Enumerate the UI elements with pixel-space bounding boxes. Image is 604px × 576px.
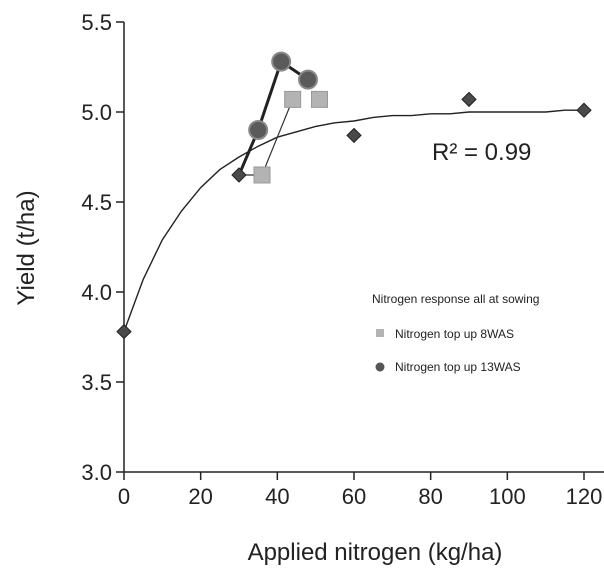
y-axis-title: Yield (t/ha) <box>13 190 40 305</box>
legend-label-8was: Nitrogen top up 8WAS <box>395 327 514 341</box>
point-8was <box>311 90 328 108</box>
x-ticks: 0 20 40 60 80 100 120 <box>118 472 602 509</box>
connector-13was <box>237 59 309 176</box>
y-tick-label: 5.5 <box>81 10 112 35</box>
x-tick-label: 40 <box>265 484 289 509</box>
point-at-sowing <box>576 102 592 118</box>
fit-curve-group <box>123 109 584 332</box>
legend-marker-13was <box>375 362 385 372</box>
legend-title: Nitrogen response all at sowing <box>372 292 539 306</box>
legend: Nitrogen response all at sowing Nitrogen… <box>372 292 539 374</box>
x-tick-label: 80 <box>418 484 442 509</box>
point-8was <box>284 90 302 108</box>
x-tick-label: 0 <box>118 484 130 509</box>
y-ticks: 3.0 3.5 4.0 4.5 5.0 5.5 <box>81 10 124 485</box>
legend-marker-8was <box>376 329 384 337</box>
x-tick-label: 60 <box>342 484 366 509</box>
point-13was <box>248 120 269 140</box>
point-at-sowing <box>461 91 477 108</box>
data-points <box>116 51 592 340</box>
x-tick-label: 20 <box>188 484 212 509</box>
x-tick-label: 100 <box>489 484 526 509</box>
y-tick-label: 3.5 <box>81 370 112 395</box>
axes <box>123 22 604 473</box>
point-13was <box>298 69 318 90</box>
y-tick-label: 3.0 <box>81 460 112 485</box>
y-tick-label: 4.5 <box>81 190 112 215</box>
point-13was <box>271 51 292 72</box>
point-at-sowing <box>116 323 132 340</box>
x-tick-label: 120 <box>566 484 603 509</box>
connector-lines <box>237 59 309 176</box>
x-axis-title: Applied nitrogen (kg/ha) <box>248 539 503 566</box>
fit-curve <box>123 109 584 332</box>
point-at-sowing <box>231 167 247 183</box>
r-squared-annotation: R² = 0.99 <box>432 139 531 166</box>
legend-label-13was: Nitrogen top up 13WAS <box>395 360 521 374</box>
point-at-sowing <box>346 127 362 144</box>
point-8was <box>253 166 271 184</box>
y-tick-label: 5.0 <box>81 100 112 125</box>
y-tick-label: 4.0 <box>81 280 112 305</box>
